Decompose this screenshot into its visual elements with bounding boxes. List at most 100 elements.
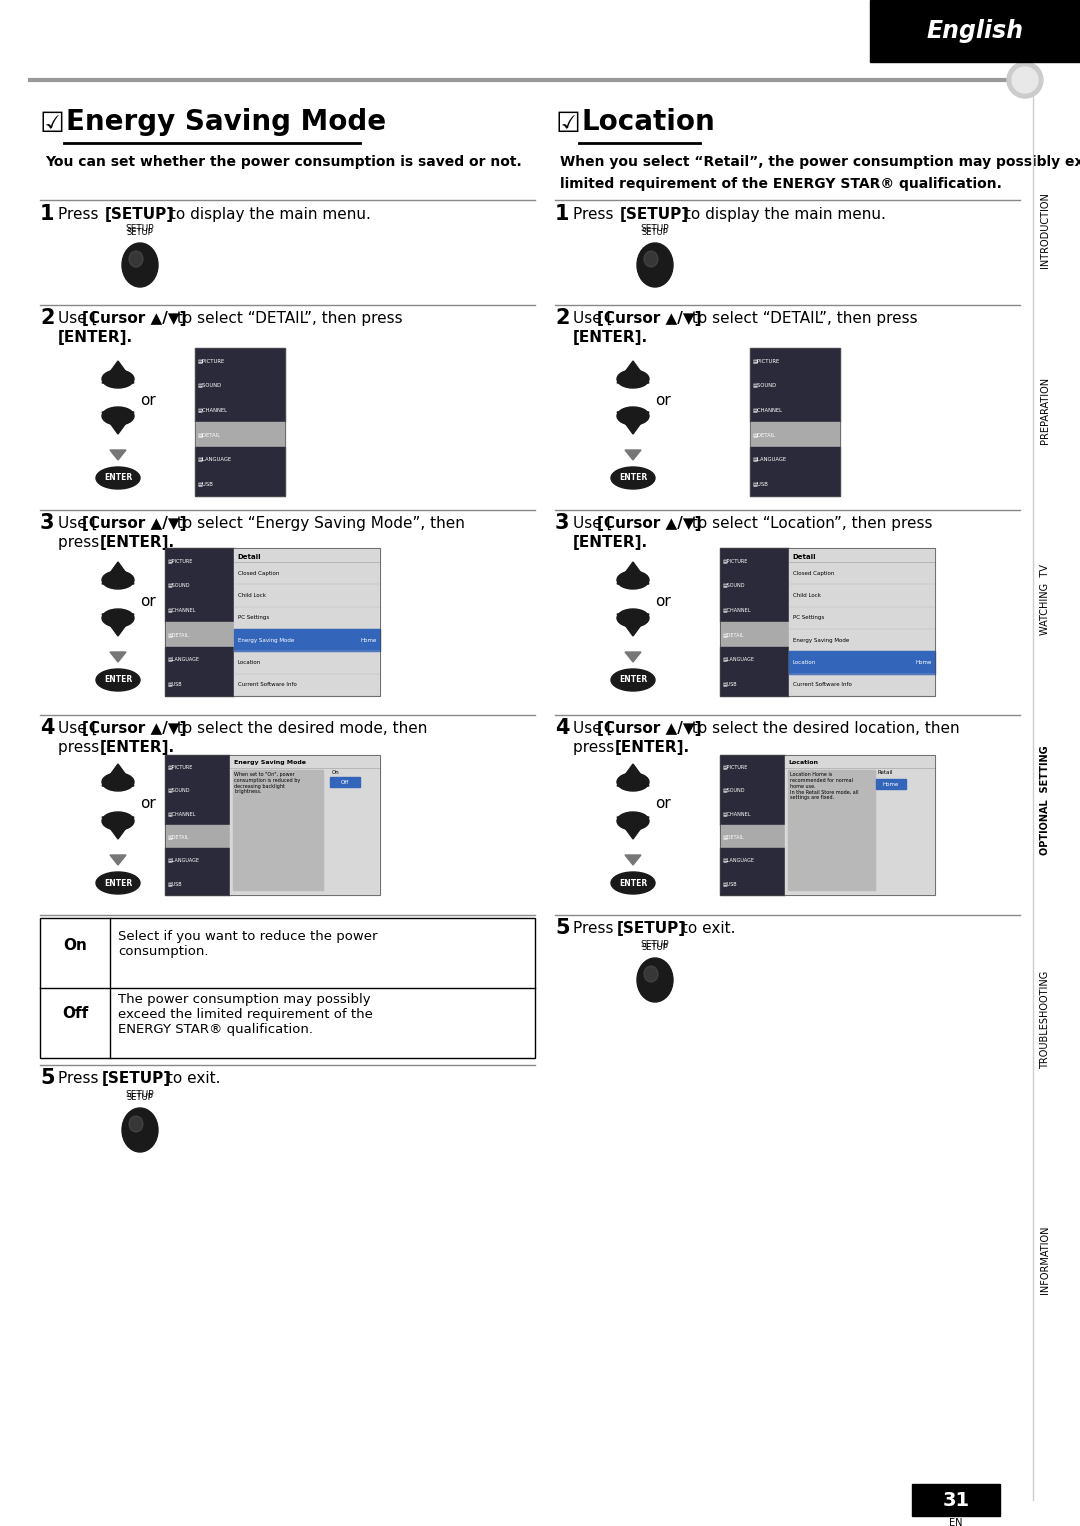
Text: Location: Location <box>788 760 819 765</box>
Text: ▤CHANNEL: ▤CHANNEL <box>198 407 228 412</box>
Text: You can set whether the power consumption is saved or not.: You can set whether the power consumptio… <box>45 156 522 169</box>
Bar <box>165 755 229 778</box>
Text: [SETUP]: [SETUP] <box>105 208 174 221</box>
Text: ▤CHANNEL: ▤CHANNEL <box>723 607 752 612</box>
Text: press: press <box>58 536 104 549</box>
Polygon shape <box>617 562 649 584</box>
Text: 31: 31 <box>943 1491 970 1509</box>
Text: ▤DETAIL: ▤DETAIL <box>753 432 777 436</box>
Text: Closed Caption: Closed Caption <box>793 571 834 575</box>
Text: ENTER: ENTER <box>104 879 132 888</box>
Bar <box>750 372 840 397</box>
Ellipse shape <box>617 369 649 388</box>
Bar <box>165 801 229 826</box>
Bar <box>233 548 380 696</box>
Bar <box>233 629 380 652</box>
Text: Use [: Use [ <box>58 720 97 736</box>
Text: Home: Home <box>916 661 932 665</box>
Text: The power consumption may possibly
exceed the limited requirement of the
ENERGY : The power consumption may possibly excee… <box>118 993 373 1036</box>
Text: Location Home is
recommended for normal
home use.
In the Retail Store mode, all
: Location Home is recommended for normal … <box>789 772 858 800</box>
Bar <box>720 597 788 623</box>
Ellipse shape <box>644 250 658 267</box>
Text: Closed Caption: Closed Caption <box>238 571 279 575</box>
Text: Current Software Info: Current Software Info <box>238 682 297 687</box>
Text: SETUP: SETUP <box>126 1093 153 1102</box>
Ellipse shape <box>122 1108 158 1152</box>
Polygon shape <box>617 816 649 839</box>
Bar <box>750 423 840 447</box>
Bar <box>165 755 380 896</box>
Text: ▤CHANNEL: ▤CHANNEL <box>723 810 752 816</box>
Polygon shape <box>110 652 126 662</box>
Text: On: On <box>332 771 339 775</box>
Text: 1: 1 <box>555 204 569 224</box>
Ellipse shape <box>129 1116 143 1132</box>
Text: Home: Home <box>882 781 899 786</box>
Ellipse shape <box>102 369 134 388</box>
Bar <box>165 871 229 896</box>
Text: Off: Off <box>340 780 349 784</box>
Text: [Cursor ▲/▼]: [Cursor ▲/▼] <box>82 311 187 327</box>
Text: press: press <box>58 740 104 755</box>
Text: Press: Press <box>573 208 619 221</box>
Text: Press: Press <box>573 922 619 935</box>
Bar <box>195 348 285 496</box>
Bar <box>720 801 784 826</box>
Text: 5: 5 <box>555 919 569 938</box>
Text: to select the desired location, then: to select the desired location, then <box>687 720 960 736</box>
Ellipse shape <box>617 812 649 830</box>
Text: TROUBLESHOOTING: TROUBLESHOOTING <box>1040 971 1050 1070</box>
Text: ▤PICTURE: ▤PICTURE <box>753 357 780 363</box>
Ellipse shape <box>102 571 134 589</box>
Text: ☑: ☑ <box>555 110 580 137</box>
Text: ▤PICTURE: ▤PICTURE <box>168 765 193 769</box>
Polygon shape <box>110 450 126 459</box>
Polygon shape <box>110 855 126 865</box>
Text: [Cursor ▲/▼]: [Cursor ▲/▼] <box>82 516 187 531</box>
Text: INTRODUCTION: INTRODUCTION <box>1040 192 1050 269</box>
Bar <box>720 647 788 671</box>
Bar <box>876 778 906 789</box>
Text: Use [: Use [ <box>573 516 612 531</box>
Text: ▤USB: ▤USB <box>723 681 738 687</box>
Polygon shape <box>625 450 642 459</box>
Text: Press: Press <box>58 1071 104 1087</box>
Ellipse shape <box>617 774 649 790</box>
Text: ▤LANGUAGE: ▤LANGUAGE <box>168 858 200 862</box>
Bar <box>912 1483 1000 1515</box>
Text: ▤DETAIL: ▤DETAIL <box>198 432 221 436</box>
Text: ☑: ☑ <box>40 110 65 137</box>
Bar <box>720 623 788 647</box>
Text: [ENTER].: [ENTER]. <box>100 740 175 755</box>
Text: ENTER: ENTER <box>104 473 132 482</box>
Text: or: or <box>654 594 671 609</box>
Text: [Cursor ▲/▼]: [Cursor ▲/▼] <box>82 720 187 736</box>
Bar <box>195 447 285 472</box>
Bar <box>195 472 285 496</box>
Ellipse shape <box>102 774 134 790</box>
Bar <box>195 348 285 372</box>
Text: SETUP: SETUP <box>640 224 670 233</box>
Bar <box>165 572 233 597</box>
Text: [SETUP]: [SETUP] <box>617 922 686 935</box>
Text: ENTER: ENTER <box>104 676 132 685</box>
Bar <box>870 0 1080 63</box>
Ellipse shape <box>129 250 143 267</box>
Text: Location: Location <box>581 108 715 136</box>
Text: 4: 4 <box>555 719 569 739</box>
Text: Child Lock: Child Lock <box>238 594 266 598</box>
Bar <box>232 771 323 890</box>
Ellipse shape <box>102 407 134 426</box>
Text: ▤USB: ▤USB <box>198 481 214 487</box>
Text: limited requirement of the ENERGY STAR® qualification.: limited requirement of the ENERGY STAR® … <box>561 177 1002 191</box>
Text: [Cursor ▲/▼]: [Cursor ▲/▼] <box>597 516 702 531</box>
Text: or: or <box>140 594 156 609</box>
Text: Energy Saving Mode: Energy Saving Mode <box>66 108 387 136</box>
Text: ▤DETAIL: ▤DETAIL <box>168 835 190 839</box>
Text: Detail: Detail <box>238 554 261 560</box>
Bar <box>720 755 784 778</box>
Ellipse shape <box>611 871 654 894</box>
Text: English: English <box>927 18 1024 43</box>
Text: [ENTER].: [ENTER]. <box>573 330 648 345</box>
Text: 2: 2 <box>555 308 569 328</box>
